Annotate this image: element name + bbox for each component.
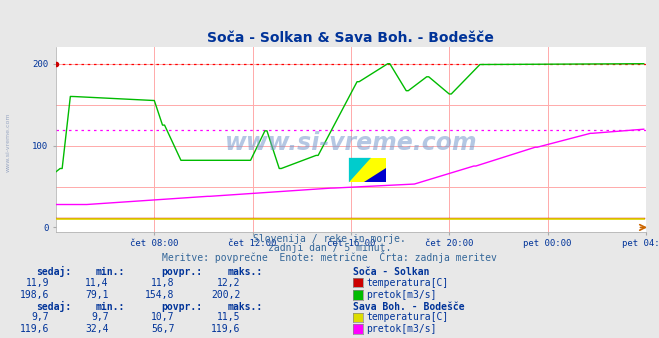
Text: 56,7: 56,7 xyxy=(151,324,175,334)
Text: 154,8: 154,8 xyxy=(145,290,175,300)
Text: zadnji dan / 5 minut.: zadnji dan / 5 minut. xyxy=(268,243,391,253)
Text: 9,7: 9,7 xyxy=(91,312,109,322)
Text: Soča - Solkan: Soča - Solkan xyxy=(353,267,429,277)
Text: 12,2: 12,2 xyxy=(217,277,241,288)
Text: maks.:: maks.: xyxy=(227,302,262,312)
Text: www.si-vreme.com: www.si-vreme.com xyxy=(5,112,11,172)
Text: Meritve: povprečne  Enote: metrične  Črta: zadnja meritev: Meritve: povprečne Enote: metrične Črta:… xyxy=(162,251,497,263)
Text: maks.:: maks.: xyxy=(227,267,262,277)
Text: 32,4: 32,4 xyxy=(85,324,109,334)
Text: Slovenija / reke in morje.: Slovenija / reke in morje. xyxy=(253,234,406,244)
Text: Sava Boh. - Bodešče: Sava Boh. - Bodešče xyxy=(353,302,464,312)
Text: sedaj:: sedaj: xyxy=(36,301,71,312)
Text: 198,6: 198,6 xyxy=(20,290,49,300)
Text: 200,2: 200,2 xyxy=(211,290,241,300)
Title: Soča - Solkan & Sava Boh. - Bodešče: Soča - Solkan & Sava Boh. - Bodešče xyxy=(208,31,494,45)
Text: www.si-vreme.com: www.si-vreme.com xyxy=(225,131,477,155)
Text: 11,9: 11,9 xyxy=(26,277,49,288)
Text: 9,7: 9,7 xyxy=(32,312,49,322)
Text: 119,6: 119,6 xyxy=(20,324,49,334)
Text: 10,7: 10,7 xyxy=(151,312,175,322)
Text: sedaj:: sedaj: xyxy=(36,266,71,277)
Text: povpr.:: povpr.: xyxy=(161,267,202,277)
Text: min.:: min.: xyxy=(96,302,125,312)
Text: 11,4: 11,4 xyxy=(85,277,109,288)
Text: min.:: min.: xyxy=(96,267,125,277)
Text: pretok[m3/s]: pretok[m3/s] xyxy=(366,290,437,300)
Text: temperatura[C]: temperatura[C] xyxy=(366,277,449,288)
Text: povpr.:: povpr.: xyxy=(161,302,202,312)
Text: 11,5: 11,5 xyxy=(217,312,241,322)
Text: 79,1: 79,1 xyxy=(85,290,109,300)
Text: temperatura[C]: temperatura[C] xyxy=(366,312,449,322)
Text: 11,8: 11,8 xyxy=(151,277,175,288)
Bar xyxy=(349,158,386,183)
Polygon shape xyxy=(364,168,386,183)
Text: pretok[m3/s]: pretok[m3/s] xyxy=(366,324,437,334)
Text: 119,6: 119,6 xyxy=(211,324,241,334)
Polygon shape xyxy=(349,158,371,183)
